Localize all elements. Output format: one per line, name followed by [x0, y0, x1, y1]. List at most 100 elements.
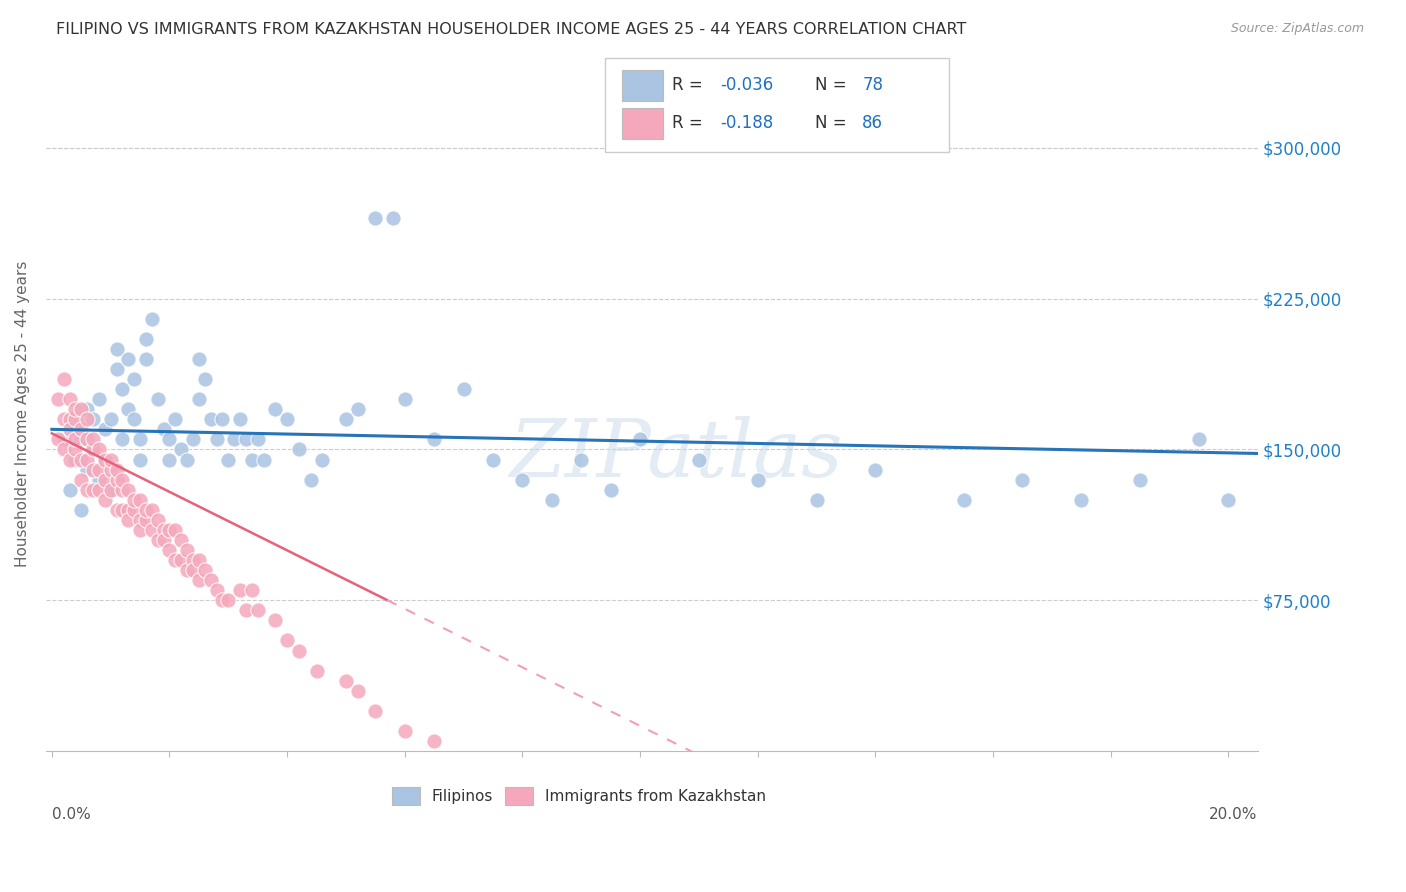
Point — [170, 442, 193, 457]
Point — [747, 473, 769, 487]
Point — [141, 502, 163, 516]
Text: -0.036: -0.036 — [720, 77, 773, 95]
Point — [87, 483, 110, 497]
Point — [252, 452, 274, 467]
Point — [76, 462, 98, 476]
Point — [70, 402, 93, 417]
Point — [276, 633, 298, 648]
Point — [87, 442, 110, 457]
Point — [82, 462, 104, 476]
Point — [159, 452, 181, 467]
Point — [170, 533, 193, 547]
Point — [58, 392, 80, 407]
Point — [311, 452, 333, 467]
Point — [105, 362, 128, 376]
Point — [165, 523, 187, 537]
Point — [246, 433, 269, 447]
Point — [382, 211, 405, 226]
Point — [122, 502, 145, 516]
Point — [58, 483, 80, 497]
Point — [176, 452, 198, 467]
Point — [200, 573, 222, 587]
Point — [70, 433, 93, 447]
Point — [70, 452, 93, 467]
Point — [394, 723, 416, 738]
Point — [335, 412, 357, 426]
Point — [211, 593, 233, 607]
Point — [346, 402, 368, 417]
Point — [70, 422, 93, 436]
Point — [952, 492, 974, 507]
Text: 86: 86 — [862, 114, 883, 133]
Point — [364, 211, 387, 226]
Point — [235, 433, 257, 447]
Point — [1129, 473, 1152, 487]
Point — [129, 433, 152, 447]
Point — [65, 412, 87, 426]
Point — [235, 603, 257, 617]
Point — [688, 452, 710, 467]
Point — [1188, 433, 1211, 447]
Point — [65, 422, 87, 436]
Point — [246, 603, 269, 617]
Point — [76, 412, 98, 426]
Point — [111, 382, 134, 396]
Point — [122, 412, 145, 426]
Point — [82, 483, 104, 497]
Point — [100, 483, 122, 497]
Point — [1218, 492, 1240, 507]
Point — [82, 442, 104, 457]
Point — [117, 402, 139, 417]
Point — [87, 392, 110, 407]
Point — [65, 442, 87, 457]
Point — [176, 563, 198, 577]
Point — [569, 452, 592, 467]
Point — [187, 573, 209, 587]
Point — [94, 492, 117, 507]
Point — [135, 502, 157, 516]
Point — [181, 563, 204, 577]
Point — [159, 433, 181, 447]
Point — [200, 412, 222, 426]
Point — [70, 473, 93, 487]
Point — [299, 473, 322, 487]
Bar — [621, 108, 664, 139]
Point — [111, 433, 134, 447]
Point — [58, 422, 80, 436]
Point — [540, 492, 562, 507]
Y-axis label: Householder Income Ages 25 - 44 years: Householder Income Ages 25 - 44 years — [15, 261, 30, 567]
Point — [111, 502, 134, 516]
Point — [117, 351, 139, 366]
Point — [240, 583, 263, 598]
Point — [76, 483, 98, 497]
Point — [229, 412, 252, 426]
Point — [122, 492, 145, 507]
Point — [1070, 492, 1092, 507]
Point — [229, 583, 252, 598]
Text: R =: R = — [672, 77, 709, 95]
Point — [482, 452, 505, 467]
Point — [224, 433, 246, 447]
Point — [135, 351, 157, 366]
Point — [187, 351, 209, 366]
Point — [82, 412, 104, 426]
Text: 78: 78 — [862, 77, 883, 95]
Point — [165, 412, 187, 426]
Point — [806, 492, 828, 507]
Point — [76, 452, 98, 467]
Point — [187, 553, 209, 567]
Point — [111, 473, 134, 487]
Point — [58, 452, 80, 467]
Point — [105, 342, 128, 356]
Point — [1011, 473, 1033, 487]
Point — [512, 473, 534, 487]
Point — [117, 502, 139, 516]
Point — [117, 483, 139, 497]
Point — [205, 433, 228, 447]
Point — [129, 513, 152, 527]
Point — [87, 473, 110, 487]
Point — [129, 492, 152, 507]
Point — [146, 513, 169, 527]
Bar — [621, 70, 664, 101]
Point — [205, 583, 228, 598]
